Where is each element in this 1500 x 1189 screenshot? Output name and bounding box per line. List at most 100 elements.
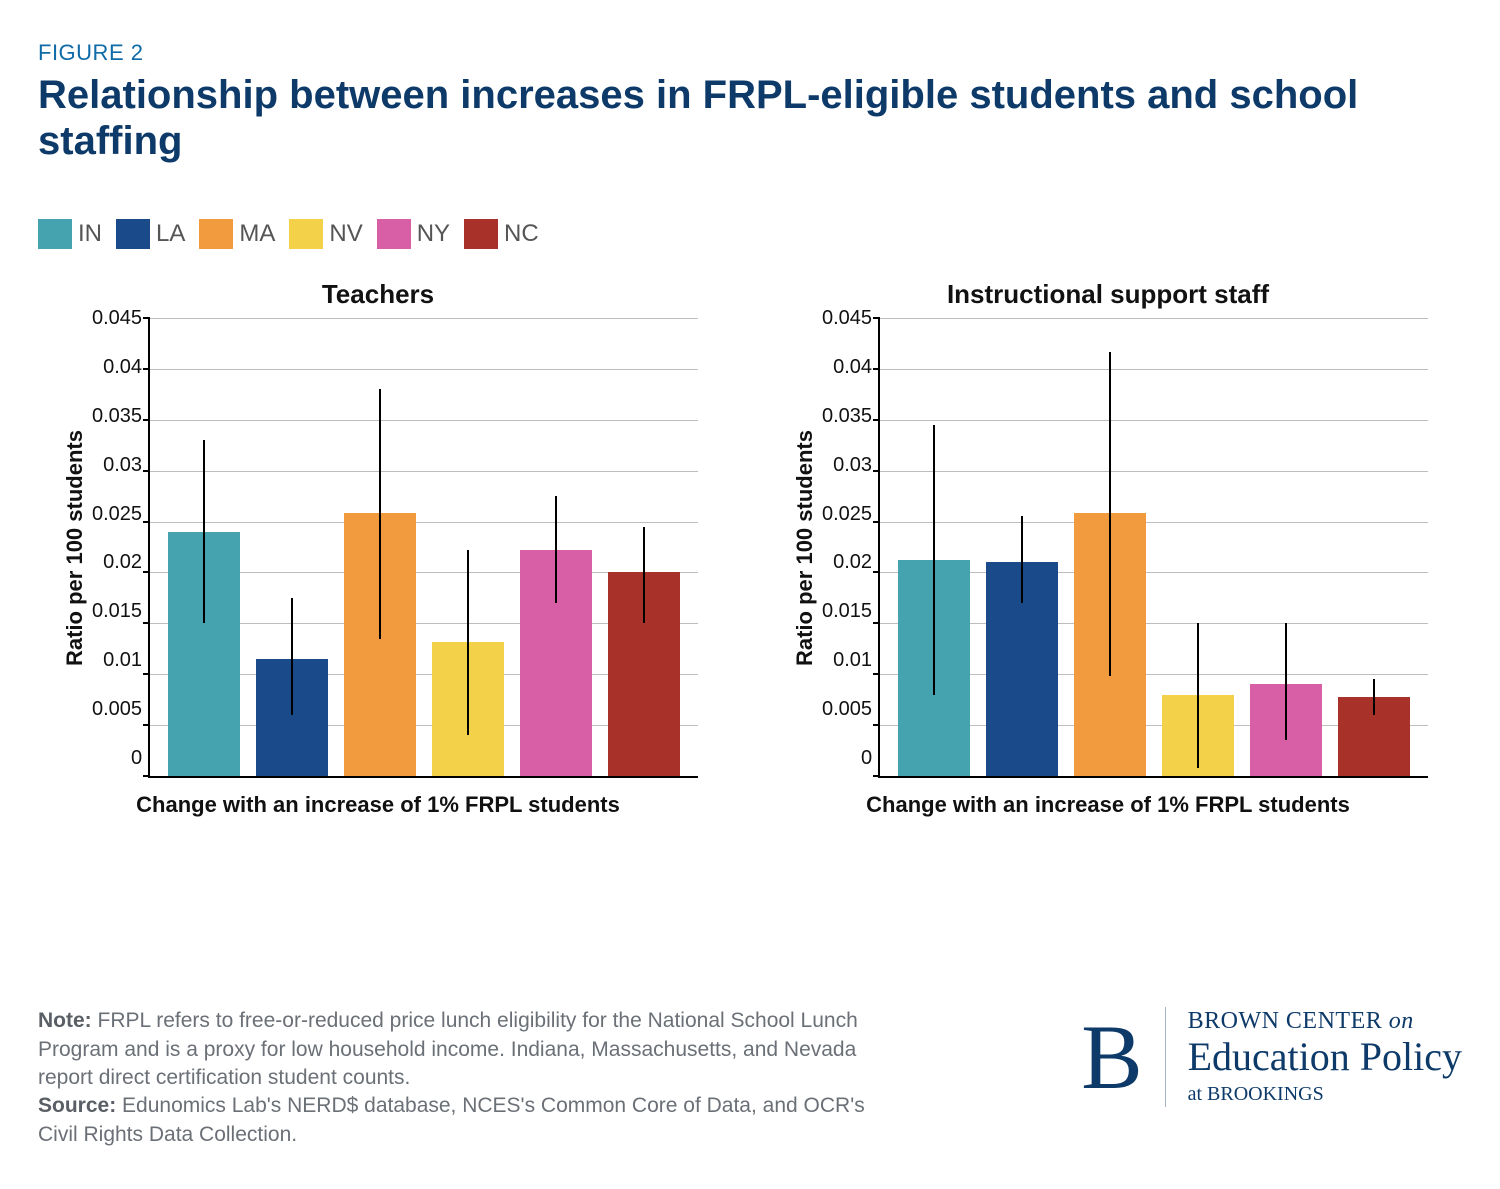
tickmark — [143, 317, 150, 319]
source-line: Source: Edunomics Lab's NERD$ database, … — [38, 1092, 898, 1149]
legend-label: NY — [417, 220, 450, 248]
figure-title: Relationship between increases in FRPL-e… — [38, 72, 1462, 164]
error-bar — [643, 527, 645, 624]
tickmark — [873, 775, 880, 777]
legend-label: IN — [78, 220, 102, 248]
chart-panel: Instructional support staff Ratio per 100… — [788, 279, 1428, 818]
legend-label: MA — [239, 220, 275, 248]
error-bar — [555, 496, 557, 603]
y-tick-label: 0.03 — [103, 455, 142, 475]
tickmark — [143, 419, 150, 421]
figure-number: FIGURE 2 — [38, 40, 1462, 66]
y-tick-label: 0.02 — [833, 552, 872, 572]
legend: IN LA MA NV NY NC — [38, 219, 1462, 249]
plot-area — [148, 318, 698, 778]
logo-line3: at BROOKINGS — [1188, 1083, 1462, 1106]
y-tick-label: 0 — [861, 748, 872, 768]
tickmark — [143, 622, 150, 624]
y-tick-label: 0.035 — [822, 406, 872, 426]
legend-swatch — [289, 219, 323, 249]
logo-line1: BROWN CENTER on — [1188, 1008, 1462, 1035]
y-tick-label: 0.045 — [92, 308, 142, 328]
legend-label: NV — [329, 220, 362, 248]
error-bar — [1285, 623, 1287, 740]
y-tick-label: 0.005 — [822, 699, 872, 719]
logo-divider — [1165, 1007, 1166, 1107]
y-tick-label: 0.045 — [822, 308, 872, 328]
error-bar — [467, 550, 469, 735]
panel-title: Teachers — [58, 279, 698, 310]
legend-item-in: IN — [38, 219, 102, 249]
y-tick-label: 0.01 — [103, 650, 142, 670]
tickmark — [143, 470, 150, 472]
legend-swatch — [116, 219, 150, 249]
tickmark — [873, 521, 880, 523]
panel-title: Instructional support staff — [788, 279, 1428, 310]
error-bar — [203, 440, 205, 623]
tickmark — [873, 622, 880, 624]
y-tick-label: 0.04 — [103, 357, 142, 377]
legend-label: LA — [156, 220, 185, 248]
logo-line1b: on — [1389, 1008, 1414, 1034]
chart-panel: TeachersRatio per 100 students0.0450.040… — [58, 279, 698, 818]
y-tick-label: 0.035 — [92, 406, 142, 426]
error-bar — [291, 598, 293, 715]
error-bar — [1197, 623, 1199, 768]
y-tick-label: 0.015 — [92, 601, 142, 621]
bars-container — [150, 318, 698, 776]
tickmark — [143, 368, 150, 370]
tickmark — [873, 419, 880, 421]
bar-ny — [1250, 318, 1322, 776]
error-bar — [933, 425, 935, 695]
bar-la — [986, 318, 1058, 776]
error-bar — [1373, 679, 1375, 715]
y-axis-label: Ratio per 100 students — [788, 318, 822, 778]
chart-area: Ratio per 100 students0.0450.040.0350.03… — [58, 318, 698, 778]
bar-nv — [432, 318, 504, 776]
plot-area — [878, 318, 1428, 778]
legend-item-nc: NC — [464, 219, 539, 249]
legend-swatch — [377, 219, 411, 249]
bar-ny — [520, 318, 592, 776]
x-axis-label: Change with an increase of 1% FRPL stude… — [788, 792, 1428, 818]
tickmark — [873, 368, 880, 370]
y-tick-label: 0.025 — [92, 504, 142, 524]
y-tick-label: 0.04 — [833, 357, 872, 377]
error-bar — [1109, 352, 1111, 677]
legend-swatch — [199, 219, 233, 249]
bars-container — [880, 318, 1428, 776]
x-axis-label: Change with an increase of 1% FRPL stude… — [58, 792, 698, 818]
bar-ma — [1074, 318, 1146, 776]
bar-in — [898, 318, 970, 776]
logo-line1a: BROWN CENTER — [1188, 1008, 1389, 1034]
brookings-logo: B BROWN CENTER on Education Policy at BR… — [1081, 1007, 1462, 1107]
logo-letter: B — [1081, 1011, 1142, 1103]
notes-block: Note: FRPL refers to free-or-reduced pri… — [38, 1007, 898, 1149]
bar-in — [168, 318, 240, 776]
tickmark — [873, 571, 880, 573]
bar-ma — [344, 318, 416, 776]
bar-nc — [1338, 318, 1410, 776]
error-bar — [1021, 516, 1023, 603]
legend-item-ny: NY — [377, 219, 450, 249]
bar-nv — [1162, 318, 1234, 776]
footer: Note: FRPL refers to free-or-reduced pri… — [38, 1007, 1462, 1149]
tickmark — [873, 724, 880, 726]
y-tick-label: 0.015 — [822, 601, 872, 621]
note-label: Note: — [38, 1009, 92, 1032]
legend-item-la: LA — [116, 219, 185, 249]
legend-item-ma: MA — [199, 219, 275, 249]
tickmark — [143, 775, 150, 777]
y-tick-label: 0.01 — [833, 650, 872, 670]
bar-nc — [608, 318, 680, 776]
logo-text: BROWN CENTER on Education Policy at BROO… — [1188, 1008, 1462, 1106]
tickmark — [143, 673, 150, 675]
charts-row: TeachersRatio per 100 students0.0450.040… — [58, 279, 1462, 818]
tickmark — [873, 470, 880, 472]
chart-area: Ratio per 100 students0.0450.040.0350.03… — [788, 318, 1428, 778]
tickmark — [143, 521, 150, 523]
source-label: Source: — [38, 1094, 116, 1117]
error-bar — [379, 389, 381, 638]
legend-label: NC — [504, 220, 539, 248]
note-text: FRPL refers to free-or-reduced price lun… — [38, 1009, 858, 1089]
